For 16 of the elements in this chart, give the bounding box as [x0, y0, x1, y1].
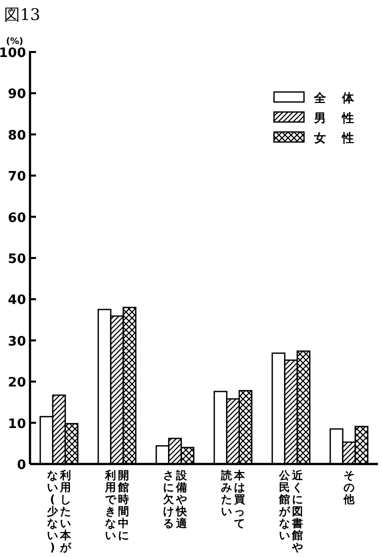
legend-label: 男 性 [313, 111, 360, 125]
y-tick-label: 40 [8, 293, 26, 308]
y-tick-label: 10 [8, 416, 26, 432]
y-tick-label: 90 [8, 87, 26, 102]
y-tick-label: 70 [8, 170, 26, 185]
y-tick-label: 50 [8, 252, 26, 267]
y-tick-label: 80 [8, 128, 26, 144]
chart-title: 図13 [4, 5, 40, 24]
legend-label: 女 性 [313, 131, 360, 145]
y-tick-label: 20 [8, 376, 26, 391]
y-tick-label: 60 [8, 210, 26, 226]
y-tick-label: 0 [16, 458, 26, 473]
y-tick-label: 30 [8, 334, 26, 350]
y-tick-label: 100 [0, 46, 26, 61]
legend-label: 全 体 [313, 91, 360, 105]
y-axis-title: (%) [6, 37, 24, 47]
